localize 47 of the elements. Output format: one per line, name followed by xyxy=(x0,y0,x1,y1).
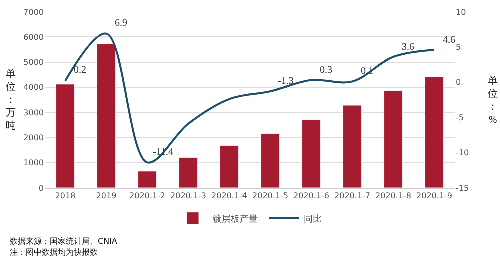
y-tick-label: 0 xyxy=(38,184,44,193)
bar xyxy=(343,105,362,188)
data-label: 4.6 xyxy=(443,35,456,46)
bar xyxy=(220,146,239,188)
y-tick-label: 5000 xyxy=(24,58,44,68)
x-tick-label: 2020.1-2 xyxy=(130,192,166,201)
legend-label: 同比 xyxy=(304,214,322,225)
x-tick-label: 2020.1-8 xyxy=(376,192,412,201)
y-tick-label: 6000 xyxy=(24,32,44,42)
data-label: 6.9 xyxy=(115,18,128,29)
bar xyxy=(384,90,403,188)
x-tick-label: 2020.1-6 xyxy=(294,192,330,201)
data-label: 0.3 xyxy=(320,65,332,76)
y-tick-label: 1000 xyxy=(24,158,44,168)
x-tick-label: 2020.1-3 xyxy=(170,192,206,201)
x-tick-label: 2019 xyxy=(96,192,117,201)
y2-tick-label: 10 xyxy=(456,8,466,17)
bar xyxy=(56,84,75,188)
y-tick-label: 7000 xyxy=(24,8,44,17)
bar xyxy=(261,134,280,188)
x-tick-label: 2018 xyxy=(55,192,76,201)
source-note: 数据来源：国家统计局、CNIA xyxy=(10,237,118,246)
data-label: 3.6 xyxy=(402,42,414,53)
y2-tick-label: -5 xyxy=(456,113,464,122)
text: 注：图中数据均为快报数 xyxy=(10,248,98,257)
bar xyxy=(425,76,444,188)
y2-tick-label: -10 xyxy=(456,148,470,158)
legend-label: 镀层板产量 xyxy=(212,214,258,225)
y2-tick-label: -15 xyxy=(456,184,470,193)
y2-tick-label: 5 xyxy=(456,43,462,52)
data-label: 0.2 xyxy=(74,65,86,76)
y2-axis-title: 单位：% xyxy=(488,75,498,126)
y-tick-label: 2000 xyxy=(24,134,44,143)
y-axis-title: 单位：万吨 xyxy=(6,68,16,132)
y-tick-label: 4000 xyxy=(24,83,44,92)
y2-tick-label: 0 xyxy=(456,78,462,88)
bar xyxy=(302,120,321,188)
bar xyxy=(138,171,157,188)
bar xyxy=(179,158,198,188)
x-tick-label: 2020.1-9 xyxy=(416,192,452,201)
x-tick-label: 2020.1-5 xyxy=(252,192,288,201)
x-tick-label: 2020.1-4 xyxy=(212,192,248,201)
x-tick-label: 2020.1-7 xyxy=(334,192,370,201)
data-label: -1.3 xyxy=(278,76,294,87)
y-tick-label: 3000 xyxy=(24,108,44,118)
bar xyxy=(97,44,116,188)
line-series xyxy=(64,32,436,164)
